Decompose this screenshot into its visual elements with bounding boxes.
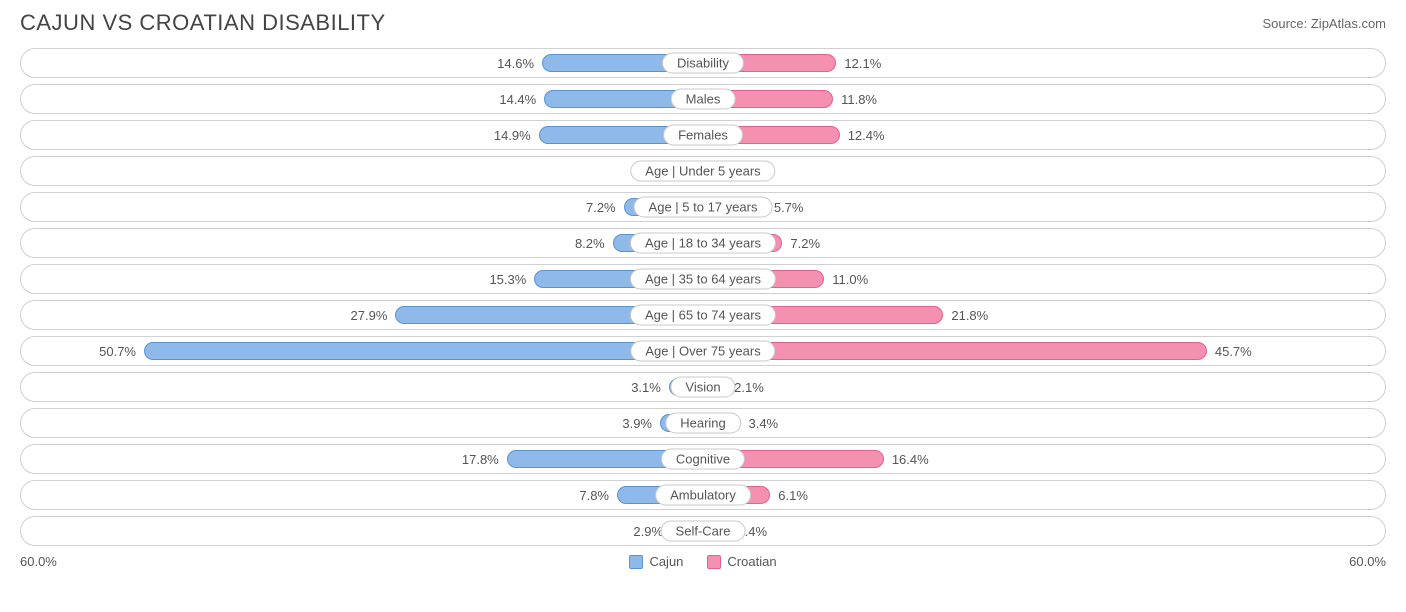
category-label: Age | 65 to 74 years xyxy=(630,305,776,326)
category-label: Age | Over 75 years xyxy=(630,341,775,362)
chart-title: CAJUN VS CROATIAN DISABILITY xyxy=(20,10,386,36)
right-value-label: 11.0% xyxy=(824,272,876,287)
legend-swatch-left xyxy=(629,555,643,569)
category-label: Vision xyxy=(670,377,735,398)
chart-row: 27.9% 21.8% Age | 65 to 74 years xyxy=(20,300,1386,330)
left-value-label: 17.8% xyxy=(454,452,507,467)
chart-area: 14.6% 12.1% Disability 14.4% 11.8% Males 14.9%… xyxy=(0,44,1406,546)
row-left-half: 1.6% xyxy=(21,157,703,185)
row-right-half: 6.1% xyxy=(703,481,1385,509)
category-label: Disability xyxy=(662,53,744,74)
left-value-label: 14.9% xyxy=(486,128,539,143)
row-left-half: 27.9% xyxy=(21,301,703,329)
right-value-label: 11.8% xyxy=(833,92,885,107)
row-right-half: 12.1% xyxy=(703,49,1385,77)
left-value-label: 3.9% xyxy=(614,416,660,431)
chart-row: 8.2% 7.2% Age | 18 to 34 years xyxy=(20,228,1386,258)
chart-row: 14.4% 11.8% Males xyxy=(20,84,1386,114)
right-value-label: 6.1% xyxy=(770,488,816,503)
legend-item-right: Croatian xyxy=(707,554,776,569)
axis-max-right: 60.0% xyxy=(1349,554,1386,569)
right-value-label: 12.1% xyxy=(836,56,889,71)
row-right-half: 5.7% xyxy=(703,193,1385,221)
left-value-label: 27.9% xyxy=(343,308,396,323)
row-right-half: 11.8% xyxy=(703,85,1385,113)
category-label: Ambulatory xyxy=(655,485,751,506)
legend-swatch-right xyxy=(707,555,721,569)
left-value-label: 14.6% xyxy=(489,56,542,71)
row-right-half: 12.4% xyxy=(703,121,1385,149)
source-label: Source: ZipAtlas.com xyxy=(1262,16,1386,31)
chart-row: 50.7% 45.7% Age | Over 75 years xyxy=(20,336,1386,366)
right-value-label: 12.4% xyxy=(840,128,893,143)
category-label: Females xyxy=(663,125,743,146)
right-bar xyxy=(703,342,1207,360)
category-label: Age | 35 to 64 years xyxy=(630,269,776,290)
right-value-label: 5.7% xyxy=(766,200,812,215)
left-value-label: 3.1% xyxy=(623,380,669,395)
row-right-half: 3.4% xyxy=(703,409,1385,437)
category-label: Self-Care xyxy=(661,521,746,542)
category-label: Cognitive xyxy=(661,449,745,470)
chart-row: 7.8% 6.1% Ambulatory xyxy=(20,480,1386,510)
chart-row: 3.9% 3.4%Hearing xyxy=(20,408,1386,438)
chart-row: 14.6% 12.1% Disability xyxy=(20,48,1386,78)
chart-container: CAJUN VS CROATIAN DISABILITY Source: Zip… xyxy=(0,0,1406,579)
category-label: Hearing xyxy=(665,413,741,434)
chart-row: 3.1% 2.1%Vision xyxy=(20,372,1386,402)
chart-row: 17.8% 16.4% Cognitive xyxy=(20,444,1386,474)
legend-label-right: Croatian xyxy=(727,554,776,569)
right-value-label: 45.7% xyxy=(1207,344,1260,359)
category-label: Males xyxy=(671,89,736,110)
row-left-half: 14.6% xyxy=(21,49,703,77)
row-left-half: 50.7% xyxy=(21,337,703,365)
chart-row: 15.3% 11.0% Age | 35 to 64 years xyxy=(20,264,1386,294)
left-value-label: 15.3% xyxy=(481,272,534,287)
left-value-label: 50.7% xyxy=(91,344,144,359)
row-left-half: 14.4% xyxy=(21,85,703,113)
row-right-half: 7.2% xyxy=(703,229,1385,257)
category-label: Age | Under 5 years xyxy=(630,161,775,182)
row-right-half: 21.8% xyxy=(703,301,1385,329)
left-value-label: 8.2% xyxy=(567,236,613,251)
right-value-label: 21.8% xyxy=(943,308,996,323)
legend-item-left: Cajun xyxy=(629,554,683,569)
chart-row: 7.2% 5.7%Age | 5 to 17 years xyxy=(20,192,1386,222)
chart-row: 2.9%2.4%Self-Care xyxy=(20,516,1386,546)
legend: Cajun Croatian xyxy=(57,554,1349,569)
row-left-half: 3.9% xyxy=(21,409,703,437)
row-left-half: 2.9% xyxy=(21,517,703,545)
row-left-half: 3.1% xyxy=(21,373,703,401)
left-value-label: 7.2% xyxy=(578,200,624,215)
row-left-half: 8.2% xyxy=(21,229,703,257)
left-value-label: 7.8% xyxy=(571,488,617,503)
right-value-label: 7.2% xyxy=(782,236,828,251)
row-left-half: 15.3% xyxy=(21,265,703,293)
row-right-half: 2.4% xyxy=(703,517,1385,545)
row-left-half: 14.9% xyxy=(21,121,703,149)
left-value-label: 14.4% xyxy=(491,92,544,107)
row-right-half: 45.7% xyxy=(703,337,1385,365)
category-label: Age | 18 to 34 years xyxy=(630,233,776,254)
header: CAJUN VS CROATIAN DISABILITY Source: Zip… xyxy=(0,0,1406,44)
chart-row: 1.6%1.5%Age | Under 5 years xyxy=(20,156,1386,186)
axis-max-left: 60.0% xyxy=(20,554,57,569)
row-right-half: 11.0% xyxy=(703,265,1385,293)
row-right-half: 16.4% xyxy=(703,445,1385,473)
legend-label-left: Cajun xyxy=(649,554,683,569)
category-label: Age | 5 to 17 years xyxy=(634,197,773,218)
row-left-half: 7.8% xyxy=(21,481,703,509)
left-bar xyxy=(144,342,703,360)
row-right-half: 2.1% xyxy=(703,373,1385,401)
row-right-half: 1.5% xyxy=(703,157,1385,185)
row-left-half: 7.2% xyxy=(21,193,703,221)
right-value-label: 16.4% xyxy=(884,452,937,467)
right-value-label: 3.4% xyxy=(740,416,786,431)
chart-footer: 60.0% Cajun Croatian 60.0% xyxy=(0,552,1406,579)
chart-row: 14.9% 12.4% Females xyxy=(20,120,1386,150)
row-left-half: 17.8% xyxy=(21,445,703,473)
